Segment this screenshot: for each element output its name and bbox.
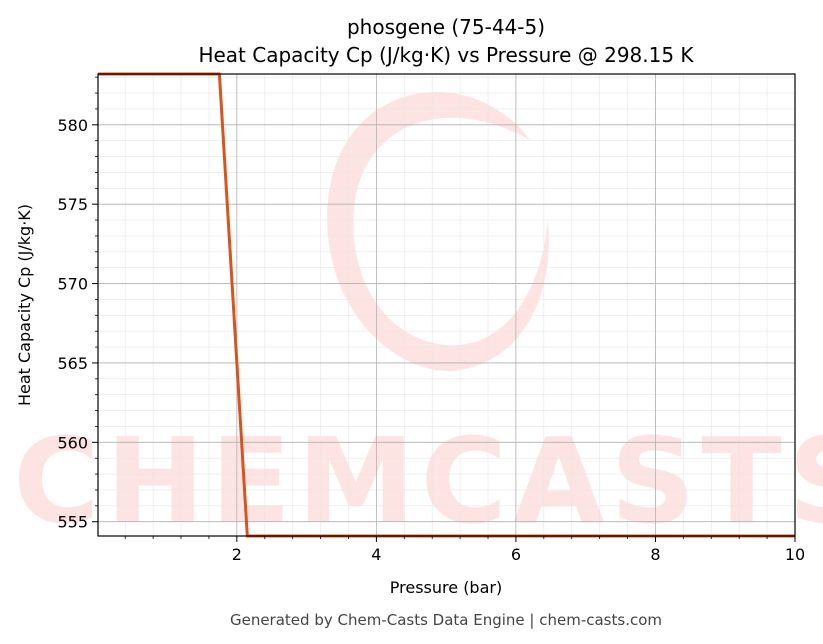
watermark-text: CHEMCASTS [13, 412, 823, 550]
y-tick-label: 560 [57, 433, 88, 452]
y-tick-label: 565 [57, 354, 88, 373]
y-axis-label: Heat Capacity Cp (J/kg·K) [15, 204, 34, 406]
x-tick-label: 10 [785, 545, 805, 564]
x-axis-label: Pressure (bar) [390, 578, 502, 597]
chart-subtitle: Heat Capacity Cp (J/kg·K) vs Pressure @ … [198, 43, 694, 67]
chart-title: phosgene (75-44-5) [347, 15, 545, 39]
x-tick-label: 2 [232, 545, 242, 564]
plot-frame [97, 73, 796, 537]
ticks: 2 4 6 8 10 555 560 565 570 575 580 [57, 76, 805, 564]
x-tick-label: 8 [650, 545, 660, 564]
y-tick-label: 555 [57, 513, 88, 532]
y-tick-label: 575 [57, 195, 88, 214]
y-tick-label: 580 [57, 116, 88, 135]
watermark: CHEMCASTS [13, 92, 823, 550]
grid [98, 74, 796, 536]
y-tick-label: 570 [57, 275, 88, 294]
x-tick-label: 4 [371, 545, 381, 564]
x-tick-label: 6 [511, 545, 521, 564]
footer-credit: Generated by Chem-Casts Data Engine | ch… [230, 611, 662, 629]
